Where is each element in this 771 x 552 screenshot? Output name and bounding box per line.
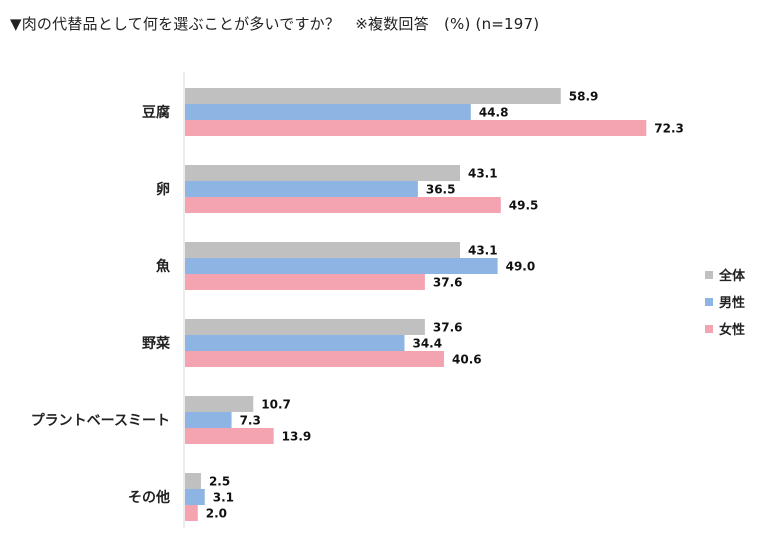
- bar: [185, 274, 425, 290]
- data-label: 72.3: [654, 122, 684, 136]
- legend-label: 女性: [719, 322, 745, 338]
- data-label: 2.0: [206, 507, 227, 521]
- bar: [185, 335, 405, 351]
- bar: [185, 197, 501, 213]
- category-label: 卵: [156, 181, 170, 198]
- data-label: 36.5: [426, 183, 456, 197]
- data-label: 49.0: [506, 260, 536, 274]
- data-label: 3.1: [213, 491, 234, 505]
- bar: [185, 120, 647, 136]
- data-label: 58.9: [569, 90, 599, 104]
- legend-label: 全体: [718, 268, 746, 284]
- bar: [185, 351, 445, 367]
- data-label: 37.6: [433, 321, 463, 335]
- legend-swatch: [705, 271, 713, 279]
- bar: [185, 242, 460, 258]
- data-label: 13.9: [282, 430, 312, 444]
- bar: [185, 319, 425, 335]
- category-label: 魚: [156, 258, 170, 275]
- bar: [185, 505, 198, 521]
- category-label: プラントベースミート: [31, 413, 170, 429]
- bar: [185, 165, 460, 181]
- bar: [185, 412, 232, 428]
- legend-swatch: [705, 325, 713, 333]
- category-label: 豆腐: [142, 104, 170, 121]
- bar: [185, 258, 498, 274]
- bar: [185, 473, 201, 489]
- data-label: 43.1: [468, 167, 498, 181]
- data-label: 2.5: [209, 475, 230, 489]
- data-label: 49.5: [509, 199, 539, 213]
- bar: [185, 428, 274, 444]
- category-label: その他: [128, 489, 170, 506]
- chart-title: ▼肉の代替品として何を選ぶことが多いですか？ ※複数回答 (%) (n=197): [10, 15, 540, 33]
- bar: [185, 104, 471, 120]
- bar: [185, 88, 561, 104]
- data-label: 44.8: [479, 106, 509, 120]
- data-label: 43.1: [468, 244, 498, 258]
- category-label: 野菜: [142, 335, 171, 352]
- data-label: 10.7: [261, 398, 291, 412]
- legend-swatch: [705, 298, 713, 306]
- data-label: 34.4: [412, 337, 442, 351]
- bar: [185, 181, 418, 197]
- bar: [185, 396, 254, 412]
- data-label: 40.6: [452, 353, 482, 367]
- legend-label: 男性: [719, 295, 745, 311]
- data-label: 37.6: [433, 276, 463, 290]
- data-label: 7.3: [240, 414, 261, 428]
- bar: [185, 489, 205, 505]
